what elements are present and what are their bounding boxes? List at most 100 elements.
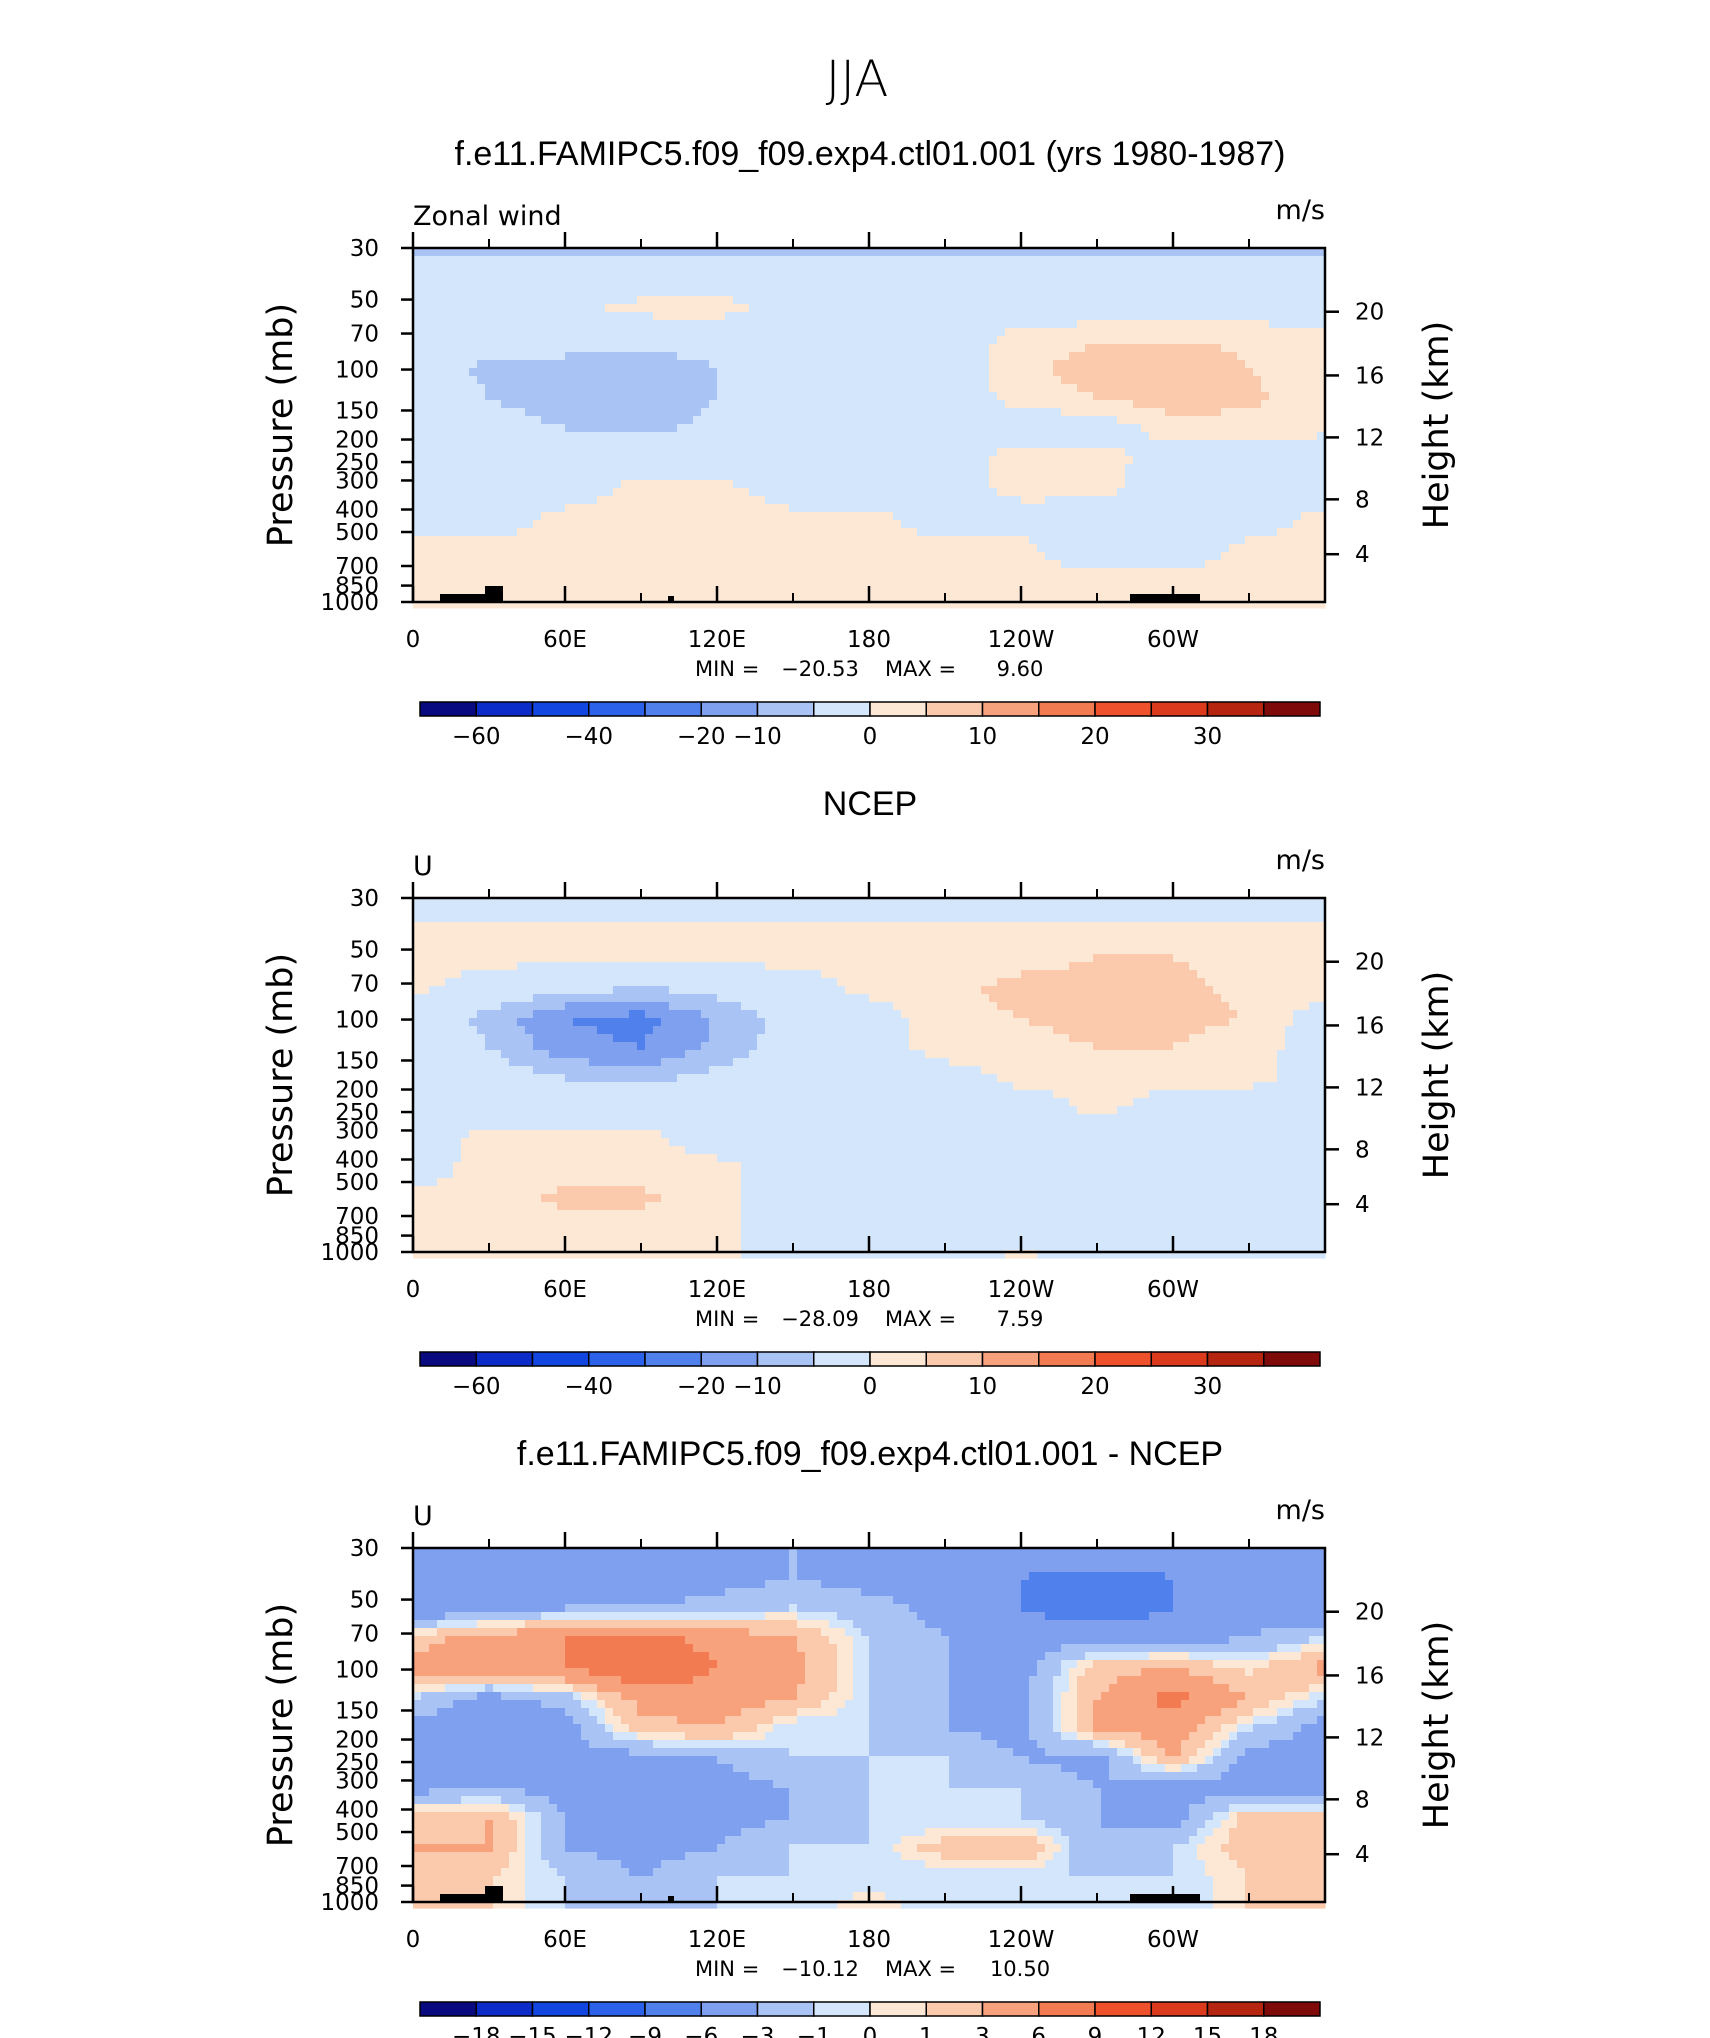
contour-cell (1149, 448, 1158, 457)
contour-cell (1221, 264, 1230, 273)
contour-cell (1021, 448, 1030, 457)
contour-cell (765, 296, 774, 305)
contour-cell (1077, 592, 1086, 601)
contour-cell (669, 312, 678, 321)
contour-cell (1237, 584, 1246, 593)
contour-cell (1277, 376, 1286, 385)
contour-cell (1053, 440, 1062, 449)
contour-cell (685, 552, 694, 561)
contour-cell (1133, 472, 1142, 481)
contour-cell (1093, 392, 1102, 401)
contour-cell (997, 544, 1006, 553)
contour-cell (1093, 488, 1102, 497)
contour-cell (613, 320, 622, 329)
contour-cell (1069, 456, 1078, 465)
contour-cell (821, 384, 830, 393)
contour-cell (693, 360, 702, 369)
contour-cell (1021, 368, 1030, 377)
contour-cell (581, 344, 590, 353)
contour-cell (957, 520, 966, 529)
contour-cell (749, 448, 758, 457)
contour-cell (1301, 352, 1310, 361)
contour-cell (1277, 280, 1286, 289)
contour-cell (485, 256, 494, 265)
contour-cell (773, 296, 782, 305)
contour-cell (869, 496, 878, 505)
contour-cell (645, 440, 654, 449)
contour-cell (621, 592, 630, 601)
contour-cell (429, 272, 438, 281)
contour-cell (765, 432, 774, 441)
contour-cell (421, 368, 430, 377)
contour-cell (637, 400, 646, 409)
contour-cell (677, 416, 686, 425)
contour-cell (1253, 512, 1262, 521)
contour-cell (533, 392, 542, 401)
contour-cell (909, 320, 918, 329)
contour-cell (1133, 256, 1142, 265)
contour-cell (853, 536, 862, 545)
contour-cell (861, 544, 870, 553)
contour-cell (685, 464, 694, 473)
contour-cell (637, 584, 646, 593)
contour-cell (581, 520, 590, 529)
contour-cell (1117, 552, 1126, 561)
contour-cell (1309, 384, 1318, 393)
contour-cell (509, 296, 518, 305)
contour-cell (1285, 544, 1294, 553)
contour-cell (1293, 376, 1302, 385)
contour-cell (701, 488, 710, 497)
contour-cell (1149, 320, 1158, 329)
contour-cell (837, 528, 846, 537)
contour-cell (1229, 248, 1238, 257)
contour-cell (581, 416, 590, 425)
contour-cell (1053, 280, 1062, 289)
contour-cell (901, 256, 910, 265)
contour-cell (469, 568, 478, 577)
contour-cell (565, 576, 574, 585)
contour-cell (1293, 360, 1302, 369)
contour-cell (1093, 248, 1102, 257)
contour-cell (877, 504, 886, 513)
contour-cell (829, 296, 838, 305)
contour-cell (789, 328, 798, 337)
contour-cell (445, 320, 454, 329)
contour-cell (1181, 512, 1190, 521)
contour-cell (1045, 376, 1054, 385)
contour-cell (749, 296, 758, 305)
contour-cell (1013, 520, 1022, 529)
contour-cell (1301, 384, 1310, 393)
contour-cell (885, 336, 894, 345)
contour-cell (773, 432, 782, 441)
contour-cell (645, 584, 654, 593)
contour-cell (941, 256, 950, 265)
contour-cell (525, 256, 534, 265)
contour-cell (589, 464, 598, 473)
contour-cell (645, 344, 654, 353)
contour-cell (997, 296, 1006, 305)
contour-cell (557, 312, 566, 321)
contour-cell (909, 272, 918, 281)
contour-cell (1293, 288, 1302, 297)
contour-cell (1269, 296, 1278, 305)
contour-cell (1189, 400, 1198, 409)
contour-cell (741, 464, 750, 473)
contour-cell (981, 392, 990, 401)
contour-cell (1189, 272, 1198, 281)
contour-cell (1293, 264, 1302, 273)
contour-cell (773, 544, 782, 553)
contour-cell (1149, 432, 1158, 441)
contour-cell (437, 408, 446, 417)
contour-cell (837, 408, 846, 417)
contour-cell (693, 552, 702, 561)
contour-cell (469, 408, 478, 417)
contour-cell (661, 504, 670, 513)
contour-cell (885, 248, 894, 257)
contour-cell (861, 352, 870, 361)
contour-cell (501, 536, 510, 545)
contour-cell (453, 320, 462, 329)
contour-cell (597, 456, 606, 465)
contour-cell (565, 272, 574, 281)
contour-cell (493, 304, 502, 313)
contour-cell (525, 512, 534, 521)
